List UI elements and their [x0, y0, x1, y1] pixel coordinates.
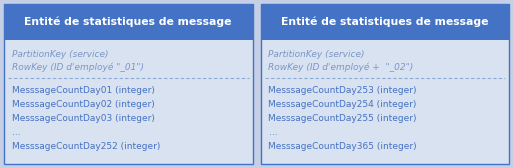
Text: PartitionKey (service): PartitionKey (service)	[268, 50, 365, 59]
Bar	[4, 4, 252, 40]
Text: MesssageCountDay253 (integer): MesssageCountDay253 (integer)	[268, 86, 417, 95]
Text: Entité de statistiques de message: Entité de statistiques de message	[281, 17, 488, 27]
Bar	[261, 4, 509, 40]
Text: ...: ...	[268, 128, 277, 137]
Text: MesssageCountDay254 (integer): MesssageCountDay254 (integer)	[268, 100, 417, 109]
Text: Entité de statistiques de message: Entité de statistiques de message	[25, 17, 232, 27]
Text: MesssageCountDay255 (integer): MesssageCountDay255 (integer)	[268, 114, 417, 123]
Text: MesssageCountDay02 (integer): MesssageCountDay02 (integer)	[12, 100, 155, 109]
Text: RowKey (ID d'employé +  "_02"): RowKey (ID d'employé + "_02")	[268, 63, 414, 73]
Text: PartitionKey (service): PartitionKey (service)	[12, 50, 109, 59]
Text: RowKey (ID d'employé "_01"): RowKey (ID d'employé "_01")	[12, 63, 144, 73]
Text: MesssageCountDay365 (integer): MesssageCountDay365 (integer)	[268, 142, 417, 151]
Bar	[4, 4, 252, 164]
Text: MesssageCountDay01 (integer): MesssageCountDay01 (integer)	[12, 86, 155, 95]
Bar	[261, 4, 509, 164]
Text: MesssageCountDay252 (integer): MesssageCountDay252 (integer)	[12, 142, 161, 151]
Text: MesssageCountDay03 (integer): MesssageCountDay03 (integer)	[12, 114, 155, 123]
Text: ...: ...	[12, 128, 21, 137]
